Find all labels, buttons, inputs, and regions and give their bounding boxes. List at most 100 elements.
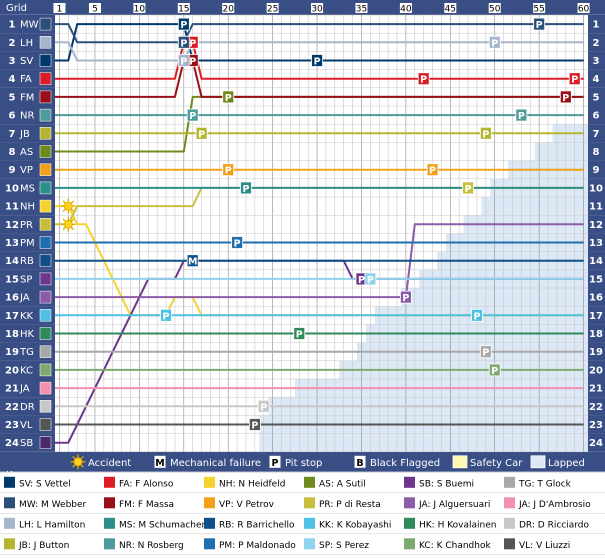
finish-position-number: 7 (593, 129, 600, 140)
grid-driver-code: PR (20, 220, 33, 231)
accident-ray (80, 456, 84, 460)
legend-color-chip (204, 497, 215, 509)
marker-letter: P (243, 184, 250, 195)
lap-tick-box (488, 3, 501, 13)
lap-tick-label: 15 (178, 5, 189, 15)
lap-tick-box (533, 3, 546, 13)
marker-letter: P (198, 129, 205, 140)
accident-ray (70, 226, 75, 231)
finish-position-number: 23 (589, 420, 603, 431)
lap-tick-box (88, 3, 101, 13)
lap-tick-box (444, 3, 457, 13)
marker-box (364, 272, 377, 286)
grid-color-chip (39, 363, 52, 377)
grid-color-chip (39, 36, 52, 49)
series-line-10 (53, 223, 584, 299)
grid-driver-code: VL (20, 420, 33, 431)
marker-box (311, 54, 323, 67)
legend-driver-name: SB: S Buemi (419, 479, 474, 489)
lap-tick-box (266, 3, 279, 13)
accident-ray (80, 464, 84, 468)
finish-row-bg (588, 215, 605, 234)
marker-letter: P (571, 75, 578, 86)
grid-position-number: 13 (5, 238, 19, 249)
marker-letter: P (402, 293, 409, 304)
legend-marker-box (269, 455, 281, 468)
marker-box (515, 108, 528, 122)
grid-driver-code: PM (20, 238, 35, 249)
pit-stop-marker: P (160, 308, 172, 322)
finish-position-number: 20 (589, 365, 603, 376)
marker-letter: P (420, 75, 427, 86)
lap-tick-label: 60 (578, 5, 590, 15)
marker-box (479, 345, 492, 359)
pit-stop-marker: P (515, 108, 528, 122)
lap-tick-label: 5 (92, 5, 98, 15)
grid-driver-code: JB (19, 129, 30, 140)
grid-position-number: 9 (9, 165, 16, 176)
pit-stop-marker: P (177, 35, 190, 49)
marker-box (231, 236, 244, 249)
finish-position-number: 1 (593, 20, 600, 31)
legend-label: Lapped (548, 458, 585, 469)
marker-letter: P (189, 57, 196, 68)
legend-driver-name: SP: S Perez (319, 541, 369, 551)
legend-driver-name: NH: N Heidfeld (219, 479, 285, 489)
finish-position-number: 18 (589, 329, 603, 340)
grid-driver-code: KK (20, 311, 34, 322)
legend-driver-name: HK: H Kovalainen (419, 520, 496, 530)
driver-legend: SV: S Vettel FA: F Alonso NH: N Heidfeld AS… (0, 472, 605, 555)
marker-letter: P (491, 38, 498, 49)
grid-color-chip (39, 381, 52, 395)
legend-driver-name: NR: N Rosberg (119, 541, 184, 551)
grid-position-number: 16 (5, 293, 19, 304)
marker-letter: P (189, 38, 196, 49)
accident-ray (62, 226, 66, 231)
marker-box (222, 163, 235, 177)
marker-box (559, 90, 572, 104)
finish-position-number: 12 (589, 220, 603, 231)
lap-axis: 1 5 10 15 20 25 30 35 40 45 50 55 60 (53, 3, 590, 15)
legend-color-chip (4, 538, 15, 550)
pit-stop-marker: P (177, 54, 190, 68)
pit-stop-marker: P (568, 72, 581, 86)
grid-position-number: 22 (5, 402, 19, 413)
legend-driver-name: VL: V Liuzzi (519, 541, 570, 551)
finish-row-bg (588, 251, 605, 270)
marker-letter: P (482, 129, 489, 140)
grid-color-chip (39, 218, 52, 231)
legend-driver-name: VP: V Petrov (219, 500, 275, 510)
grid-position-number: 24 (5, 438, 19, 449)
legend-marker-letter: P (272, 458, 279, 469)
grid-driver-code: MS (20, 183, 35, 194)
lap-tick-label: 40 (400, 5, 412, 15)
accident-legend-icon (70, 454, 86, 470)
finish-position-number: 5 (593, 92, 600, 103)
marker-letter: P (225, 166, 232, 177)
pit-stop-marker: P (222, 90, 235, 104)
marker-letter: P (180, 57, 187, 68)
lap-tick-label: 35 (356, 5, 367, 15)
grid-color-chip (39, 17, 52, 31)
marker-letter: P (260, 402, 267, 413)
marker-box (293, 327, 306, 340)
lap-tick-box (177, 3, 190, 13)
marker-letter: P (189, 111, 196, 122)
legend-color-chip (504, 497, 515, 509)
grid-position-number: 7 (9, 129, 16, 140)
lap-tick-box (399, 3, 412, 13)
pit-stop-marker: P (426, 163, 439, 177)
legend-color-chip (104, 538, 115, 550)
marker-letter: P (314, 57, 321, 68)
legend-color-chip (204, 538, 215, 550)
finish-row-bg (588, 397, 605, 416)
finish-position-number: 24 (589, 438, 603, 449)
lapped-cell (481, 197, 588, 216)
grid-color-chip (39, 181, 52, 195)
marker-letter: P (296, 330, 303, 341)
marker-box (479, 126, 492, 140)
series-lines (53, 23, 584, 444)
marker-box (399, 290, 412, 304)
